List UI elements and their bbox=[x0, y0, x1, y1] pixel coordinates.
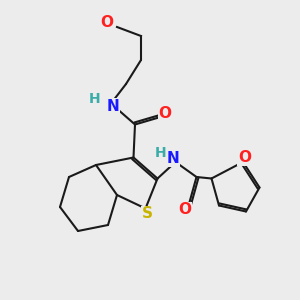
Text: N: N bbox=[166, 151, 179, 166]
Text: O: O bbox=[158, 106, 172, 122]
Text: S: S bbox=[142, 206, 152, 221]
Text: H: H bbox=[89, 92, 100, 106]
Text: N: N bbox=[106, 99, 119, 114]
Text: O: O bbox=[100, 15, 113, 30]
Text: H: H bbox=[155, 146, 166, 160]
Text: O: O bbox=[238, 150, 251, 165]
Text: O: O bbox=[178, 202, 191, 217]
